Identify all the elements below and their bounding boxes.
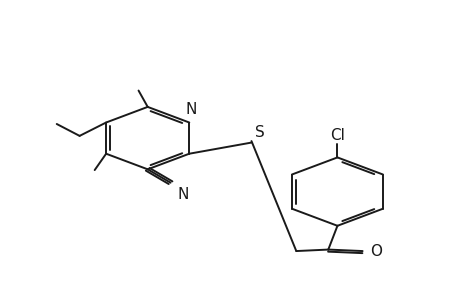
Text: S: S xyxy=(254,124,264,140)
Text: O: O xyxy=(369,244,381,259)
Text: Cl: Cl xyxy=(329,128,344,142)
Text: N: N xyxy=(185,102,197,117)
Text: N: N xyxy=(177,187,188,202)
